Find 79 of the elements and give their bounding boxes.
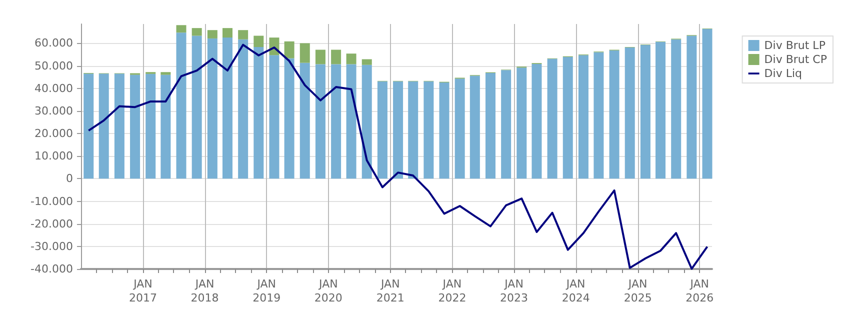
bar xyxy=(160,74,171,179)
bar xyxy=(130,74,140,179)
bar xyxy=(207,30,218,38)
bar xyxy=(532,64,542,179)
y-tick-label: 50.000 xyxy=(34,59,73,72)
bar xyxy=(439,82,450,179)
bar xyxy=(408,81,418,179)
bar xyxy=(238,30,248,40)
x-tick-label: JAN 2025 xyxy=(624,278,652,304)
bar xyxy=(300,43,310,63)
bar xyxy=(192,28,202,36)
x-tick-label: JAN 2019 xyxy=(252,278,281,304)
bar xyxy=(640,45,650,179)
x-tick-label: JAN 2026 xyxy=(686,278,714,304)
bar xyxy=(485,73,496,179)
bar xyxy=(578,55,588,179)
bar xyxy=(501,70,512,179)
x-tick-label: JAN 2017 xyxy=(128,278,157,304)
legend-label: Div Liq xyxy=(764,67,802,80)
x-tick-label: JAN 2020 xyxy=(314,278,342,304)
bar xyxy=(702,28,712,179)
bar xyxy=(331,50,342,64)
bar xyxy=(609,50,620,179)
x-tick-label: JAN 2024 xyxy=(562,278,590,304)
bar xyxy=(146,74,156,179)
bar xyxy=(624,47,635,179)
bar xyxy=(176,32,186,179)
y-tick-label: -40.000 xyxy=(30,262,73,276)
bar xyxy=(362,59,372,65)
y-tick-label: 20.000 xyxy=(34,127,73,140)
y-tick-label: 60.000 xyxy=(34,36,73,50)
y-tick-label: -20.000 xyxy=(30,217,73,230)
bar xyxy=(656,42,666,179)
bar xyxy=(114,74,124,179)
x-tick-label: JAN 2018 xyxy=(190,278,219,304)
line-series xyxy=(88,44,708,270)
bar xyxy=(362,64,372,179)
y-tick-label: 10.000 xyxy=(34,150,73,163)
y-tick-label: 30.000 xyxy=(34,104,73,118)
bar xyxy=(547,58,558,179)
bar xyxy=(222,28,232,38)
bar xyxy=(562,56,573,179)
legend-label: Div Brut CP xyxy=(764,53,828,66)
bar xyxy=(424,81,434,179)
bar xyxy=(315,64,326,179)
bar xyxy=(207,38,218,179)
x-tick-label: JAN 2021 xyxy=(376,278,404,304)
bar xyxy=(238,39,248,179)
bar xyxy=(346,64,356,179)
bar xyxy=(346,54,356,64)
bar xyxy=(454,78,465,179)
legend-label: Div Brut LP xyxy=(764,39,826,52)
bar xyxy=(377,81,388,179)
y-tick-label: 40.000 xyxy=(34,82,73,95)
bar xyxy=(671,39,682,179)
bar xyxy=(594,52,604,179)
x-tick-label: JAN 2023 xyxy=(500,278,528,304)
bar xyxy=(84,74,94,179)
bar xyxy=(470,76,480,179)
bar xyxy=(516,68,527,179)
y-tick-label: 0 xyxy=(66,172,73,186)
bar xyxy=(686,36,697,179)
y-tick-label: -30.000 xyxy=(30,240,73,253)
bar xyxy=(98,74,109,179)
bar xyxy=(331,64,342,179)
bar xyxy=(254,36,264,48)
bar xyxy=(284,58,294,179)
bar xyxy=(315,50,326,64)
bar xyxy=(160,72,171,75)
bar xyxy=(192,36,202,179)
bar xyxy=(284,41,294,58)
bar xyxy=(254,47,264,179)
bar xyxy=(222,38,232,179)
bar xyxy=(393,81,404,179)
bar xyxy=(269,55,280,179)
x-tick-label: JAN 2022 xyxy=(438,278,466,304)
y-tick-label: -10.000 xyxy=(30,194,73,208)
bar xyxy=(176,25,186,33)
bar xyxy=(300,62,310,179)
